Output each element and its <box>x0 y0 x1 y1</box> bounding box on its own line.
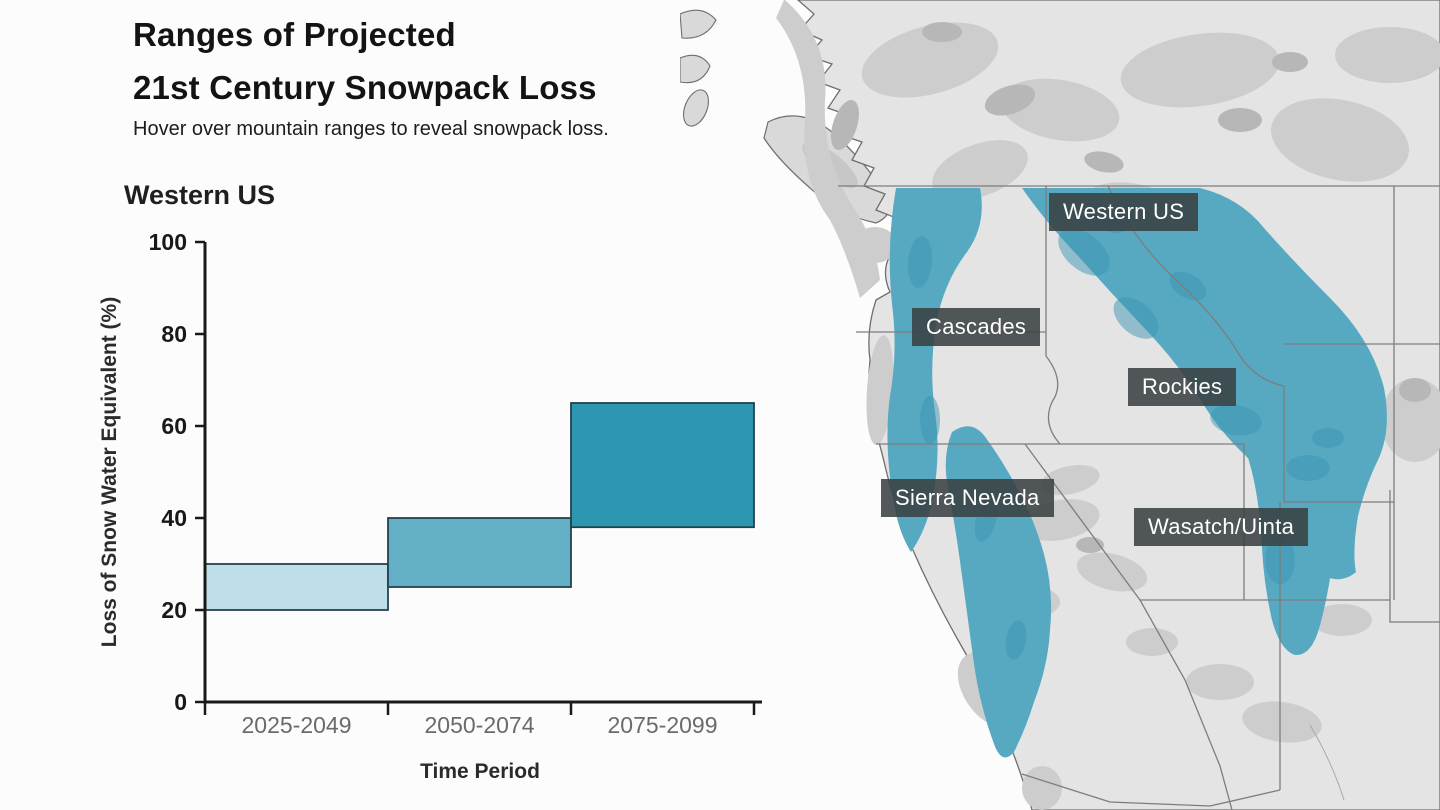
x-tick-label: 2050-2074 <box>425 712 535 738</box>
x-tick-label: 2025-2049 <box>242 712 352 738</box>
y-tick-label: 40 <box>161 505 187 531</box>
y-axis-title: Loss of Snow Water Equivalent (%) <box>98 297 121 647</box>
map-label-western-us[interactable]: Western US <box>1049 193 1199 231</box>
y-tick-label: 80 <box>161 321 187 347</box>
range-bar-2075-2099 <box>570 402 755 529</box>
x-axis-title: Time Period <box>420 760 540 783</box>
map-label-sierra-nevada[interactable]: Sierra Nevada <box>881 479 1054 517</box>
x-tick-label: 2075-2099 <box>608 712 718 738</box>
page-title: Ranges of Projected 21st Century Snowpac… <box>133 8 597 114</box>
terrain-shading-dark <box>831 22 1431 553</box>
y-tick-label: 0 <box>174 689 187 715</box>
snowpack-range-chart: Loss of Snow Water Equivalent (%) 0 20 40 6… <box>98 230 762 783</box>
page-title-line1: Ranges of Projected <box>133 16 456 53</box>
y-tick-label: 100 <box>149 230 187 255</box>
y-tick-label: 60 <box>161 413 187 439</box>
page-title-line2: 21st Century Snowpack Loss <box>133 69 597 106</box>
us-mexico-border <box>1021 773 1281 807</box>
western-us-map <box>680 0 1440 810</box>
page-subtitle: Hover over mountain ranges to reveal sno… <box>133 118 609 140</box>
map-label-wasatch-uinta[interactable]: Wasatch/Uinta <box>1134 508 1309 546</box>
map-label-cascades[interactable]: Cascades <box>912 308 1041 346</box>
chart-axes <box>203 242 762 704</box>
range-bar-2050-2074 <box>387 517 572 588</box>
range-bar-2025-2049 <box>204 563 389 611</box>
chart-region-title: Western US <box>124 180 276 210</box>
y-tick-label: 20 <box>161 597 187 623</box>
map-label-rockies[interactable]: Rockies <box>1128 368 1237 406</box>
